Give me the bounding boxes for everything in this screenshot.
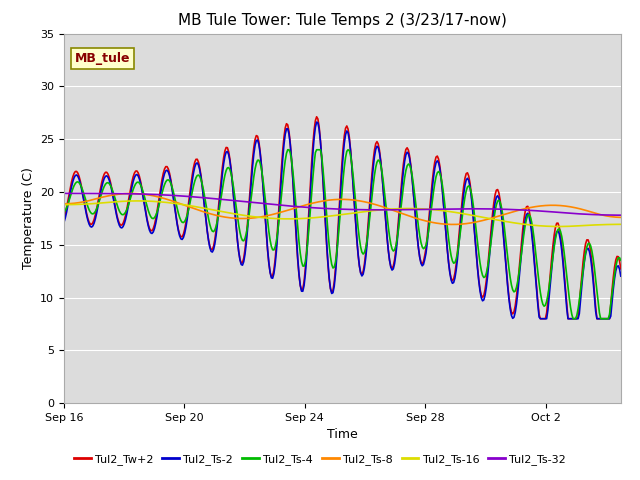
Tul2_Tw+2 [260, 195, 268, 201]
Line: Tul2_Tw+2: Tul2_Tw+2 [64, 117, 621, 319]
Tul2_Tw+2 [246, 187, 254, 193]
Line: Tul2_Ts-2: Tul2_Ts-2 [64, 122, 621, 319]
Tul2_Ts-32 [616, 212, 623, 218]
Line: Tul2_Ts-8: Tul2_Ts-8 [64, 193, 621, 225]
Tul2_Ts-4 [569, 316, 577, 322]
Tul2_Ts-8 [248, 215, 255, 221]
X-axis label: Time: Time [327, 429, 358, 442]
Tul2_Tw+2 [374, 141, 382, 147]
Tul2_Ts-8 [60, 201, 68, 207]
Tul2_Tw+2 [313, 114, 321, 120]
Line: Tul2_Ts-16: Tul2_Ts-16 [64, 201, 621, 227]
Tul2_Tw+2 [60, 216, 68, 221]
Tul2_Tw+2 [69, 174, 77, 180]
Tul2_Ts-32 [617, 212, 625, 218]
Line: Tul2_Ts-32: Tul2_Ts-32 [64, 193, 621, 215]
Tul2_Ts-2 [617, 273, 625, 279]
Tul2_Ts-4 [60, 209, 68, 215]
Tul2_Ts-4 [239, 238, 246, 243]
Text: MB_tule: MB_tule [75, 52, 131, 65]
Tul2_Ts-16 [248, 214, 255, 219]
Tul2_Ts-16 [256, 215, 264, 220]
Tul2_Ts-32 [373, 207, 381, 213]
Tul2_Ts-2 [69, 179, 77, 184]
Tul2_Ts-32 [260, 201, 268, 206]
Tul2_Ts-16 [60, 202, 68, 207]
Tul2_Ts-16 [69, 202, 77, 207]
Tul2_Ts-2 [260, 194, 268, 200]
Tul2_Ts-32 [246, 199, 254, 205]
Tul2_Ts-2 [536, 316, 544, 322]
Tul2_Ts-8 [256, 214, 264, 220]
Tul2_Ts-8 [127, 191, 134, 196]
Tul2_Tw+2 [536, 316, 544, 322]
Tul2_Ts-8 [261, 213, 269, 219]
Tul2_Ts-2 [239, 262, 246, 268]
Legend: Tul2_Tw+2, Tul2_Ts-2, Tul2_Ts-4, Tul2_Ts-8, Tul2_Ts-16, Tul2_Ts-32: Tul2_Tw+2, Tul2_Ts-2, Tul2_Ts-4, Tul2_Ts… [69, 450, 571, 469]
Tul2_Ts-4 [260, 184, 268, 190]
Tul2_Ts-4 [246, 204, 254, 210]
Tul2_Ts-32 [239, 199, 246, 204]
Tul2_Ts-2 [60, 219, 68, 225]
Y-axis label: Temperature (C): Temperature (C) [22, 168, 35, 269]
Tul2_Ts-32 [60, 191, 68, 196]
Tul2_Ts-16 [617, 221, 625, 227]
Tul2_Ts-16 [374, 207, 382, 213]
Tul2_Ts-8 [240, 216, 248, 221]
Tul2_Ts-4 [255, 157, 262, 163]
Tul2_Ts-16 [556, 224, 563, 229]
Line: Tul2_Ts-4: Tul2_Ts-4 [64, 150, 621, 319]
Tul2_Ts-8 [617, 215, 625, 220]
Tul2_Ts-16 [240, 213, 248, 218]
Tul2_Ts-16 [134, 198, 142, 204]
Tul2_Ts-2 [374, 144, 382, 150]
Tul2_Ts-32 [69, 191, 77, 196]
Tul2_Tw+2 [617, 266, 625, 272]
Tul2_Tw+2 [239, 260, 246, 265]
Tul2_Ts-16 [261, 215, 269, 221]
Tul2_Tw+2 [255, 139, 262, 144]
Tul2_Ts-4 [284, 147, 292, 153]
Tul2_Ts-8 [69, 201, 77, 206]
Tul2_Ts-4 [69, 186, 77, 192]
Tul2_Ts-2 [255, 141, 262, 147]
Tul2_Ts-4 [374, 157, 382, 163]
Tul2_Ts-8 [374, 203, 382, 208]
Title: MB Tule Tower: Tule Temps 2 (3/23/17-now): MB Tule Tower: Tule Temps 2 (3/23/17-now… [178, 13, 507, 28]
Tul2_Ts-8 [449, 222, 456, 228]
Tul2_Ts-2 [246, 194, 254, 200]
Tul2_Ts-2 [313, 119, 321, 125]
Tul2_Ts-4 [617, 257, 625, 263]
